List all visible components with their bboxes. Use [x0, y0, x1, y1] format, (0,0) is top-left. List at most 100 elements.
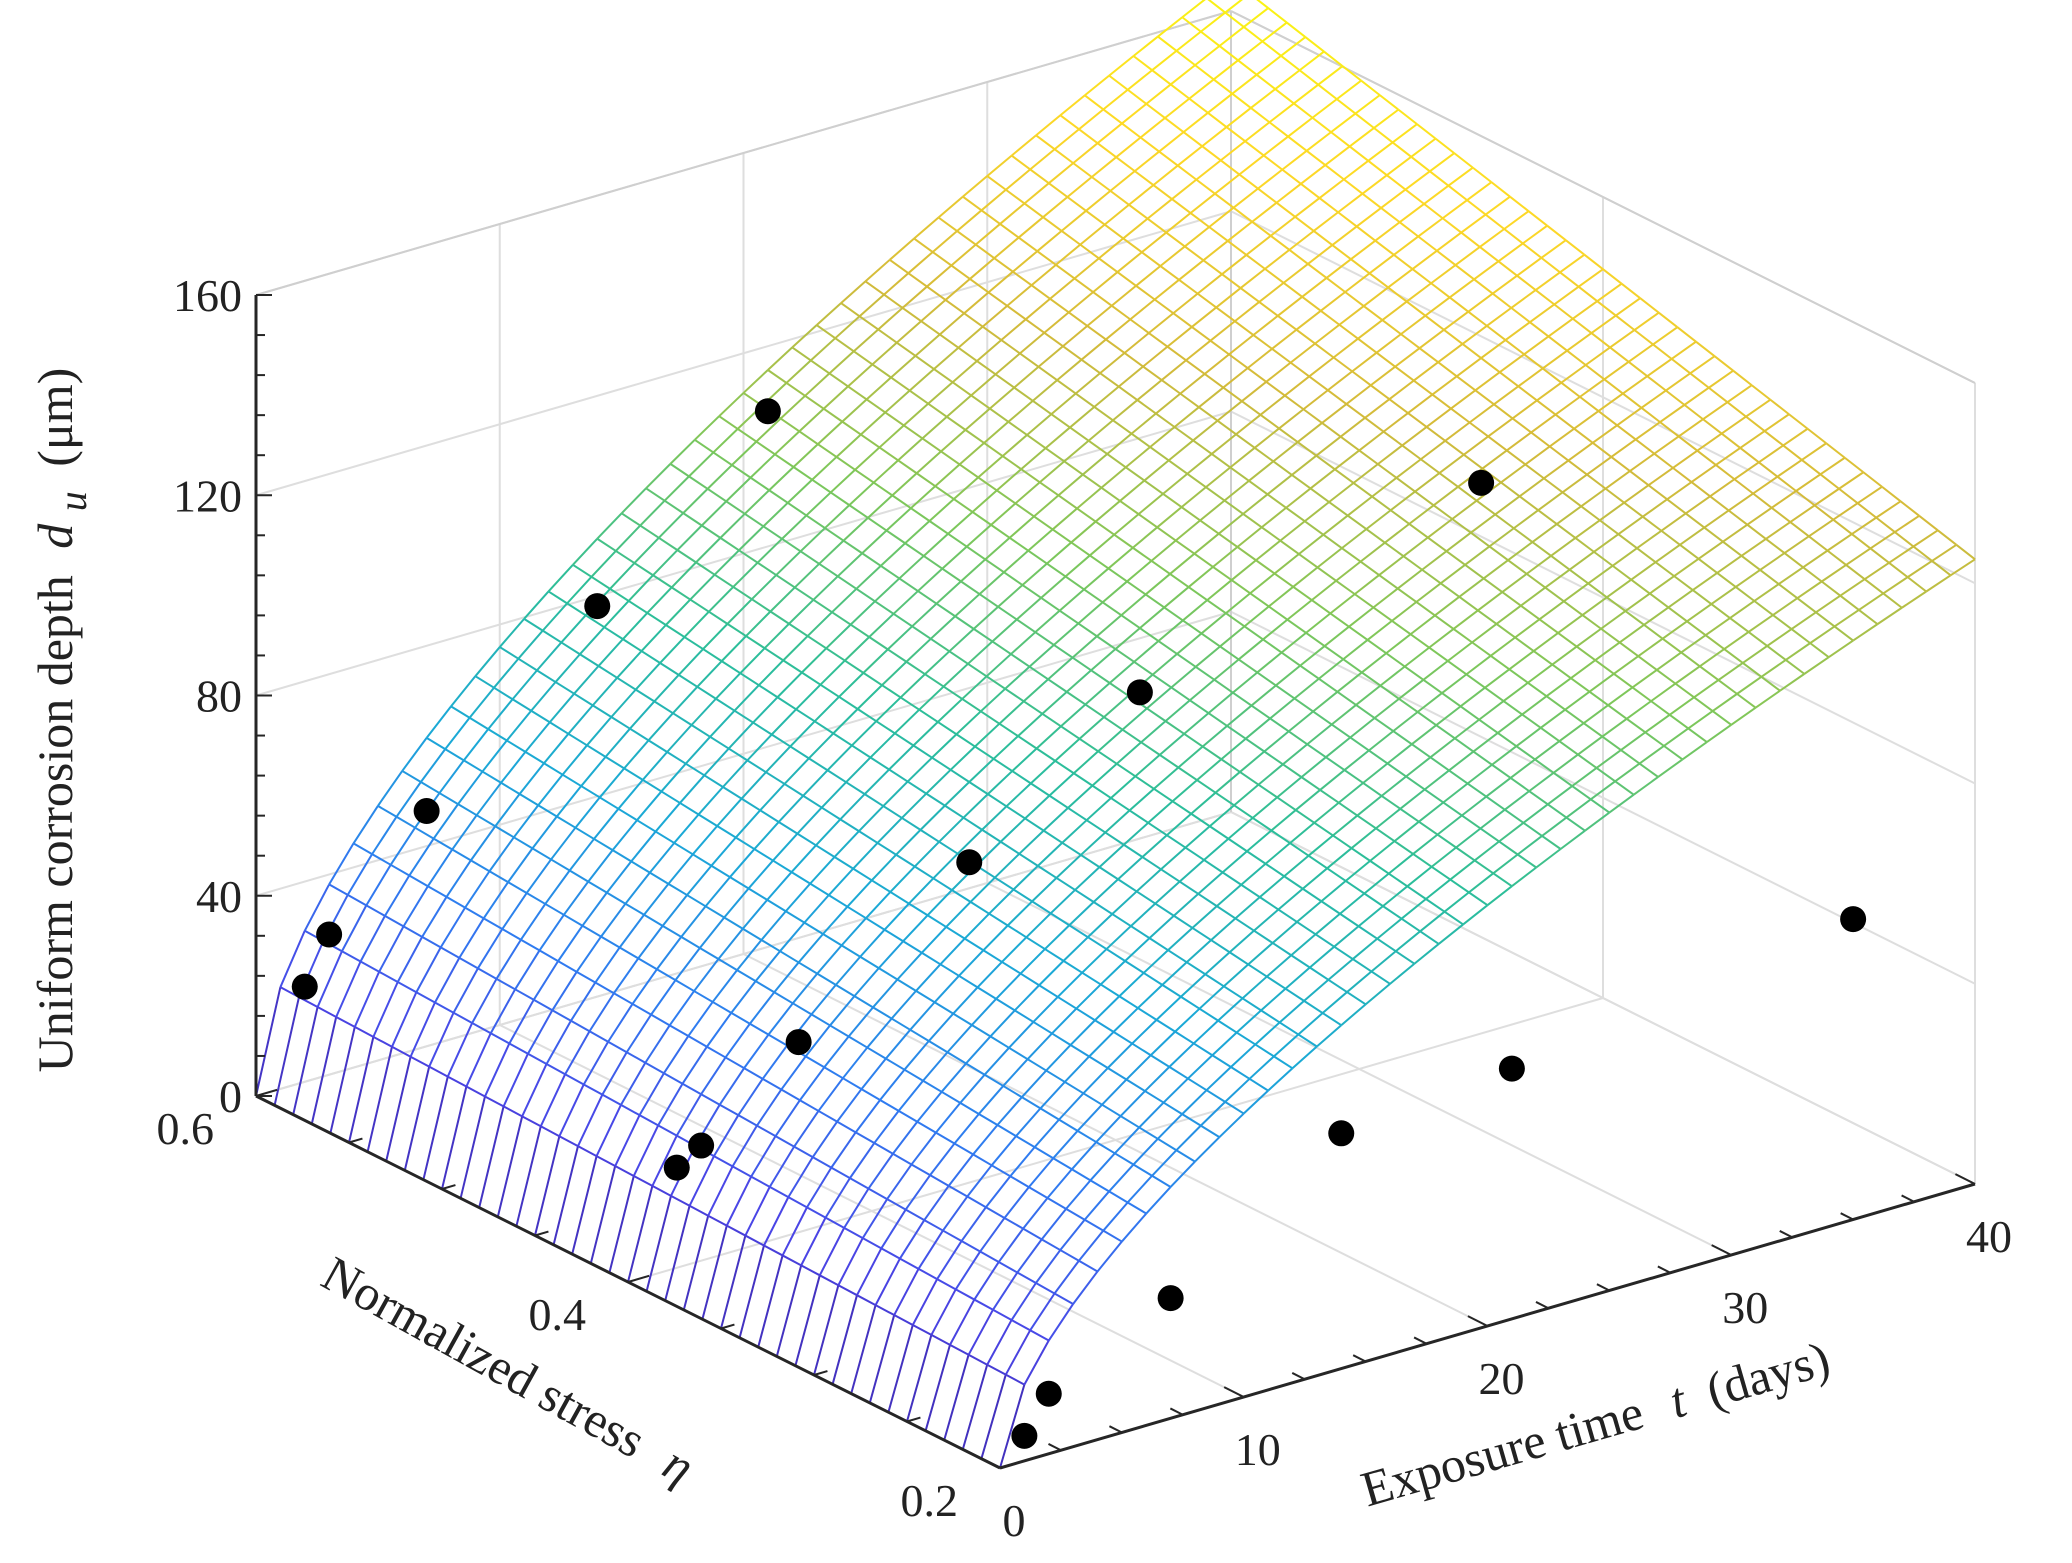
surface-line: [1470, 531, 1491, 548]
surface-line: [989, 1009, 1016, 1038]
surface-line: [1393, 820, 1420, 842]
surface-line: [1723, 631, 1750, 650]
surface-line: [1474, 389, 1495, 406]
surface-line: [639, 1114, 659, 1127]
surface-line: [1483, 577, 1503, 593]
surface-line: [1673, 558, 1700, 577]
surface-line: [949, 1299, 976, 1346]
surface-line: [1184, 846, 1205, 861]
surface-line: [1907, 560, 1933, 578]
surface-line: [1504, 339, 1525, 356]
surface-line: [1087, 936, 1108, 950]
surface-line: [920, 299, 947, 322]
surface-line: [427, 848, 454, 887]
surface-line: [1037, 345, 1064, 368]
surface-line: [1395, 950, 1415, 965]
surface-line: [1143, 972, 1163, 986]
surface-line: [1536, 381, 1562, 402]
surface-line: [1017, 735, 1038, 750]
surface-line: [966, 1164, 993, 1198]
surface-line: [1300, 756, 1327, 778]
surface-line: [832, 708, 859, 735]
surface-line: [1474, 859, 1494, 875]
surface-line: [403, 1066, 431, 1171]
surface-line: [317, 1006, 337, 1018]
surface-line: [1365, 528, 1386, 544]
surface-line: [1254, 427, 1280, 449]
surface-line: [1039, 1107, 1060, 1121]
surface-line: [1241, 400, 1262, 416]
surface-line: [1851, 516, 1877, 535]
surface-line: [1542, 349, 1568, 370]
surface-line: [273, 996, 300, 1106]
surface-line: [1344, 291, 1365, 307]
surface-line: [1305, 632, 1326, 647]
surface-line: [1114, 648, 1135, 663]
surface-line: [1243, 605, 1270, 628]
surface-line: [1072, 162, 1093, 178]
surface-line: [775, 1265, 803, 1357]
surface-line: [1586, 473, 1607, 490]
surface-line: [1144, 1090, 1165, 1104]
surface-line: [1411, 743, 1432, 759]
surface-line: [1101, 1103, 1122, 1117]
surface-line: [818, 1227, 846, 1276]
surface-line: [1010, 631, 1036, 655]
surface-line: [1094, 995, 1121, 1021]
surface-line: [1100, 983, 1120, 998]
surface-line: [1438, 472, 1459, 488]
surface-line: [1715, 447, 1741, 466]
surface-line: [1619, 641, 1639, 657]
surface-line: [1335, 579, 1356, 595]
surface-line: [1653, 452, 1674, 469]
surface-line: [1115, 136, 1142, 158]
surface-line: [1006, 305, 1027, 321]
surface-line: [1303, 1000, 1324, 1014]
surface-line: [916, 472, 936, 487]
surface-line: [1517, 853, 1537, 869]
surface-line: [949, 745, 976, 771]
surface-line: [674, 947, 701, 981]
surface-line: [1336, 79, 1362, 100]
surface-line: [971, 511, 992, 526]
surface-line: [1427, 518, 1453, 539]
surface-line: [1406, 300, 1426, 317]
surface-line: [1363, 305, 1383, 321]
surface-line: [904, 542, 925, 557]
surface-line: [1620, 282, 1641, 299]
surface-line: [1289, 842, 1310, 857]
surface-line: [749, 453, 776, 479]
surface-line: [1100, 486, 1121, 502]
surface-line: [675, 1093, 702, 1137]
surface-line: [1334, 449, 1360, 471]
surface-line: [1161, 359, 1187, 381]
surface-line: [1588, 673, 1615, 693]
surface-line: [697, 786, 724, 816]
surface-line: [1138, 1126, 1159, 1140]
surface-line: [1273, 553, 1300, 575]
surface-line: [1646, 375, 1667, 392]
surface-line: [1290, 933, 1317, 956]
surface-line: [395, 781, 422, 818]
surface-line: [698, 813, 718, 827]
surface-line: [1173, 893, 1199, 917]
surface-line: [452, 967, 479, 1014]
surface-line: [1607, 686, 1634, 707]
surface-line: [751, 574, 777, 600]
surface-line: [1295, 309, 1322, 331]
surface-line: [716, 797, 743, 827]
surface-line: [781, 514, 808, 540]
surface-line: [744, 513, 764, 528]
surface-line: [974, 745, 995, 760]
surface-line: [1345, 403, 1366, 419]
surface-line: [1580, 505, 1601, 522]
surface-line: [451, 814, 478, 851]
surface-line: [765, 771, 786, 785]
surface-line: [1526, 573, 1546, 589]
surface-line: [465, 1085, 486, 1098]
surface-line: [1025, 936, 1046, 950]
surface-line: [679, 774, 706, 804]
surface-line: [998, 1261, 1018, 1274]
surface-line: [1313, 211, 1339, 232]
surface-line: [791, 871, 811, 885]
